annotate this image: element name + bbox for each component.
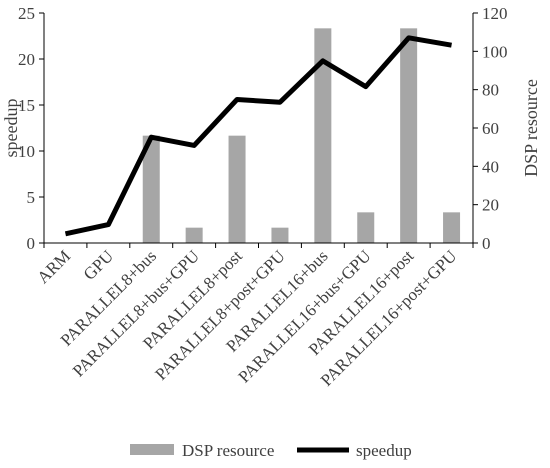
legend-dsp-resource-swatch — [130, 444, 174, 455]
left-y-ticks: 0 5 10 15 20 25 — [18, 4, 44, 253]
left-y-tick-label: 0 — [27, 234, 36, 253]
dsp-resource-bar — [357, 212, 375, 243]
right-y-tick-label: 20 — [482, 196, 499, 215]
right-y-tick-label: 40 — [482, 157, 499, 176]
x-tick-label: GPU — [80, 246, 117, 283]
right-y-tick-label: 80 — [482, 81, 499, 100]
right-y-ticks: 0 20 40 60 80 100 120 — [473, 4, 508, 253]
legend-speedup-label: speedup — [356, 441, 412, 460]
legend-dsp-resource-label: DSP resource — [182, 441, 274, 460]
dsp-resource-bar — [142, 135, 160, 243]
dsp-resource-bar — [400, 28, 418, 244]
x-ticks — [43, 243, 474, 248]
speedup-line — [64, 35, 452, 237]
right-y-tick-label: 100 — [482, 42, 508, 61]
right-y-tick-label: 0 — [482, 234, 491, 253]
x-tick-label: ARM — [33, 246, 74, 287]
right-y-tick-label: 60 — [482, 119, 499, 138]
x-tick-labels: ARM GPUPARALLEL8+busPARALLEL8+bus+GPUPARA… — [33, 246, 460, 390]
dsp-resource-bar — [185, 227, 203, 243]
dsp-resource-bar — [314, 28, 332, 244]
left-axis-title: speedup — [1, 99, 21, 158]
dsp-resource-bars — [142, 28, 461, 244]
legend: DSP resource speedup — [130, 441, 412, 460]
left-y-tick-label: 25 — [18, 4, 35, 23]
right-y-tick-label: 120 — [482, 4, 508, 23]
left-y-tick-label: 5 — [27, 188, 36, 207]
left-y-tick-label: 20 — [18, 50, 35, 69]
dsp-resource-bar — [271, 227, 289, 243]
right-axis-title: DSP resource — [521, 79, 541, 177]
dsp-resource-bar — [228, 135, 246, 243]
left-y-tick-label: 15 — [18, 96, 35, 115]
left-y-tick-label: 10 — [18, 142, 35, 161]
dsp-resource-bar — [443, 212, 461, 243]
